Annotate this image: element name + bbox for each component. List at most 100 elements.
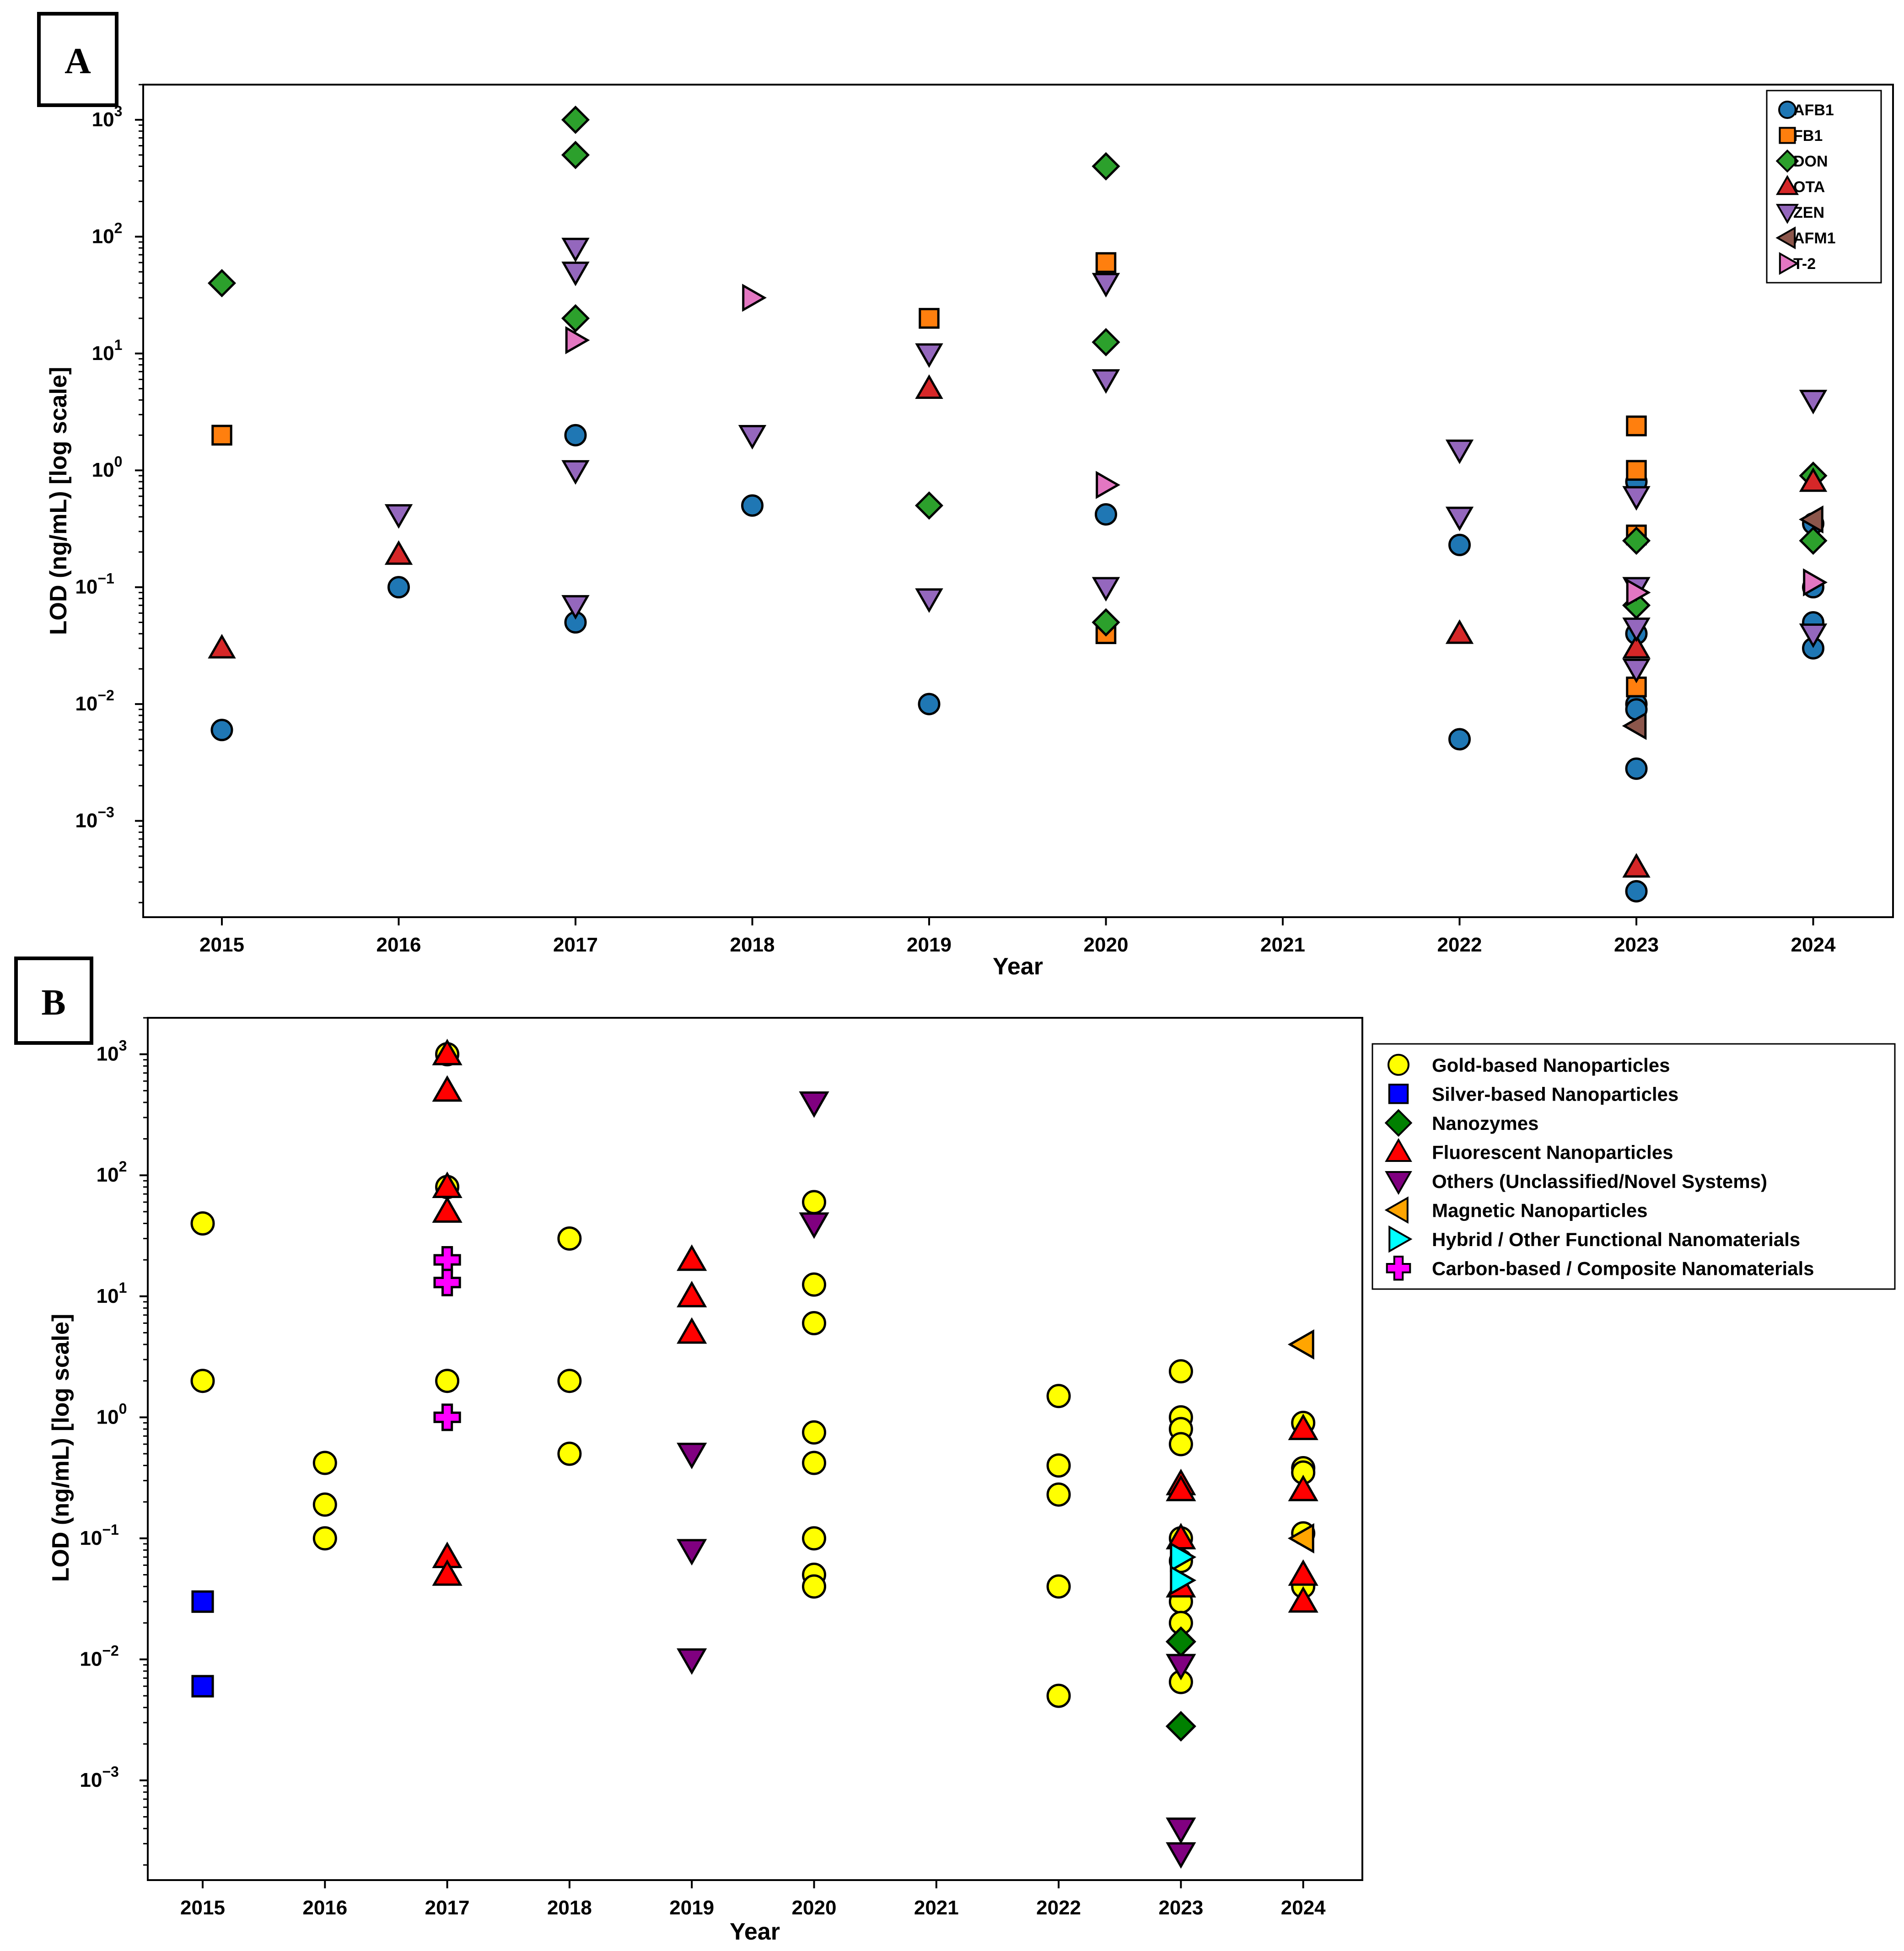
- point-gold-based-nanoparticles: [1046, 1683, 1071, 1708]
- legend-label: Magnetic Nanoparticles: [1432, 1199, 1647, 1221]
- point-gold-based-nanoparticles: [802, 1311, 826, 1335]
- legend-label: OTA: [1793, 178, 1825, 196]
- legend-label: Others (Unclassified/Novel Systems): [1432, 1171, 1767, 1192]
- legend-marker: [1775, 204, 1799, 224]
- point-fluorescent-nanoparticles: [677, 1244, 707, 1271]
- point-gold-based-nanoparticles: [557, 1441, 582, 1466]
- y-tick-label: 103: [92, 103, 123, 131]
- y-tick-label: 102: [97, 1158, 127, 1186]
- point-afb1: [741, 494, 764, 517]
- point-gold-based-nanoparticles: [1046, 1482, 1071, 1507]
- point-gold-based-nanoparticles: [435, 1369, 460, 1393]
- point-gold-based-nanoparticles: [802, 1526, 826, 1551]
- x-tick-label: 2023: [1158, 1897, 1203, 1919]
- point-hybrid-other-functional-nanomaterials: [1170, 1542, 1197, 1572]
- point-ota: [915, 374, 943, 399]
- point-fluorescent-nanoparticles: [1288, 1414, 1318, 1440]
- point-fluorescent-nanoparticles: [1288, 1586, 1318, 1613]
- legend-label: Silver-based Nanoparticles: [1432, 1083, 1678, 1105]
- point-don: [207, 269, 237, 298]
- y-tick-label: 101: [97, 1279, 127, 1307]
- point-fluorescent-nanoparticles: [1288, 1559, 1318, 1586]
- legend-marker: [1385, 1138, 1412, 1162]
- legend-label: AFM1: [1793, 230, 1836, 247]
- point-don: [561, 304, 590, 333]
- point-gold-based-nanoparticles: [1168, 1359, 1193, 1384]
- point-magnetic-nanoparticles: [1287, 1329, 1314, 1360]
- point-magnetic-nanoparticles: [1287, 1523, 1314, 1554]
- legend-label: FB1: [1793, 127, 1823, 145]
- point-fluorescent-nanoparticles: [432, 1075, 463, 1102]
- point-zen: [561, 460, 590, 485]
- y-tick-label: 101: [92, 337, 123, 365]
- point-gold-based-nanoparticles: [312, 1451, 337, 1475]
- point-fluorescent-nanoparticles: [677, 1280, 707, 1307]
- y-tick-label: 10−1: [75, 570, 114, 598]
- point-carbon-based-composite-nanomaterials: [433, 1246, 461, 1274]
- point-don: [561, 140, 590, 169]
- y-tick-label: 102: [92, 220, 123, 247]
- point-zen: [1799, 390, 1828, 414]
- y-tick-label: 103: [97, 1037, 127, 1065]
- legend-label: DON: [1793, 153, 1828, 170]
- point-others-unclassified-novel-systems: [799, 1091, 829, 1118]
- y-tick-label: 10−2: [80, 1642, 118, 1670]
- legend-marker: [1384, 1196, 1409, 1224]
- point-don: [1622, 526, 1651, 555]
- point-afb1: [918, 693, 941, 715]
- point-fluorescent-nanoparticles: [1288, 1474, 1318, 1501]
- point-fluorescent-nanoparticles: [432, 1196, 463, 1223]
- point-afm1: [1622, 712, 1647, 740]
- point-zen: [561, 595, 590, 620]
- point-zen: [738, 425, 767, 450]
- y-tick-label: 10−1: [80, 1521, 118, 1549]
- legend-marker: [1388, 1225, 1413, 1253]
- y-tick-label: 10−3: [80, 1763, 118, 1791]
- point-gold-based-nanoparticles: [557, 1226, 582, 1251]
- point-afm1: [1799, 505, 1823, 534]
- legend-label: T-2: [1793, 255, 1816, 273]
- point-fb1: [919, 308, 940, 329]
- x-tick-label: 2019: [669, 1897, 714, 1919]
- x-tick-label: 2017: [553, 934, 598, 956]
- legend-marker: [1385, 1171, 1412, 1195]
- point-zen: [384, 504, 413, 529]
- point-nanozymes: [1165, 1711, 1196, 1742]
- point-ota: [384, 540, 413, 565]
- panel-b-label: B: [14, 957, 93, 1045]
- point-zen: [1799, 623, 1828, 648]
- legend-marker: [1388, 1084, 1409, 1104]
- point-zen: [1092, 369, 1120, 394]
- point-don: [1092, 152, 1120, 181]
- legend-marker: [1388, 1053, 1409, 1076]
- point-zen: [561, 237, 590, 263]
- panel-a-plot: 10−3 10−2 10−1 100 101 102 103 2015 2016 2017 201…: [45, 84, 1894, 980]
- legend-label: Fluorescent Nanoparticles: [1432, 1141, 1673, 1163]
- panel-a-frame: [142, 84, 1894, 918]
- point-t-2: [742, 284, 767, 312]
- point-ota: [1799, 467, 1828, 492]
- point-afb1: [210, 719, 233, 742]
- point-gold-based-nanoparticles: [802, 1190, 826, 1215]
- point-ota: [1622, 634, 1651, 659]
- point-others-unclassified-novel-systems: [1166, 1654, 1196, 1681]
- point-fluorescent-nanoparticles: [677, 1317, 707, 1344]
- point-afb1: [1625, 757, 1648, 780]
- point-don: [1092, 328, 1120, 357]
- x-tick-label: 2015: [199, 934, 244, 956]
- y-tick-label: 100: [97, 1400, 127, 1428]
- x-tick-label: 2017: [425, 1897, 470, 1919]
- point-t-2: [1803, 568, 1828, 597]
- point-zen: [915, 343, 943, 368]
- x-tick-label: 2020: [1084, 934, 1129, 956]
- x-tick-label: 2019: [907, 934, 952, 956]
- panel-a-xlabel: Year: [993, 953, 1043, 980]
- point-fb1: [1626, 460, 1647, 481]
- point-afb1: [1448, 728, 1471, 751]
- point-others-unclassified-novel-systems: [677, 1442, 707, 1469]
- point-fluorescent-nanoparticles: [432, 1038, 463, 1065]
- legend-marker: [1778, 101, 1796, 119]
- point-don: [561, 105, 590, 134]
- x-tick-label: 2022: [1437, 934, 1482, 956]
